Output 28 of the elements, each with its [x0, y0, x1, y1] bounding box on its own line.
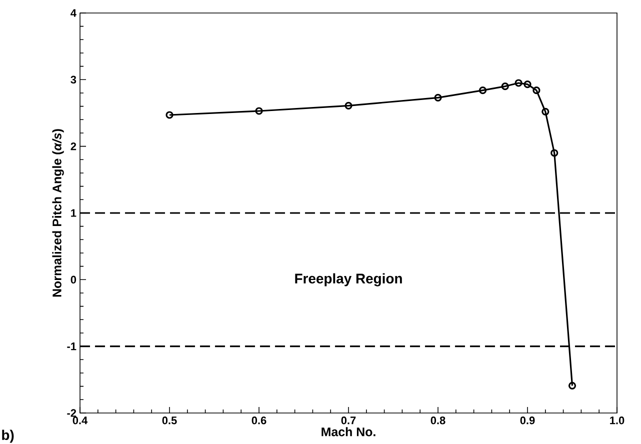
- y-tick-label: 2: [70, 142, 76, 150]
- x-tick-label: 1.0: [610, 416, 624, 424]
- point: [501, 82, 509, 90]
- x-tick-label: 0.9: [520, 416, 535, 424]
- x-tick-label: 0.5: [162, 416, 177, 424]
- point: [542, 108, 550, 116]
- y-tick-label: -1: [67, 342, 76, 350]
- point: [532, 86, 540, 94]
- point: [550, 149, 558, 157]
- x-tick-label: 0.6: [252, 416, 266, 424]
- y-tick-label: 4: [70, 9, 76, 17]
- y-axis-title: Normalized Pitch Angle (α/s): [52, 129, 64, 297]
- y-tick-label: 3: [70, 76, 76, 84]
- text: b): [2, 430, 14, 443]
- x-axis-title: Mach No.: [322, 427, 376, 436]
- point: [434, 94, 442, 102]
- x-tick-label: 0.8: [430, 416, 446, 424]
- point: [478, 86, 487, 94]
- point: [524, 80, 532, 88]
- y-tick-label: 1: [71, 209, 76, 217]
- point: [255, 107, 263, 115]
- point: [344, 102, 352, 110]
- y-tick-label: -2: [67, 409, 76, 417]
- annotation: Freeplay Region: [295, 273, 402, 286]
- x-tick-label: 0.7: [341, 416, 356, 424]
- point: [514, 79, 522, 87]
- y-tick-label: 0: [70, 276, 76, 284]
- x-tick-label: 0.4: [72, 416, 88, 424]
